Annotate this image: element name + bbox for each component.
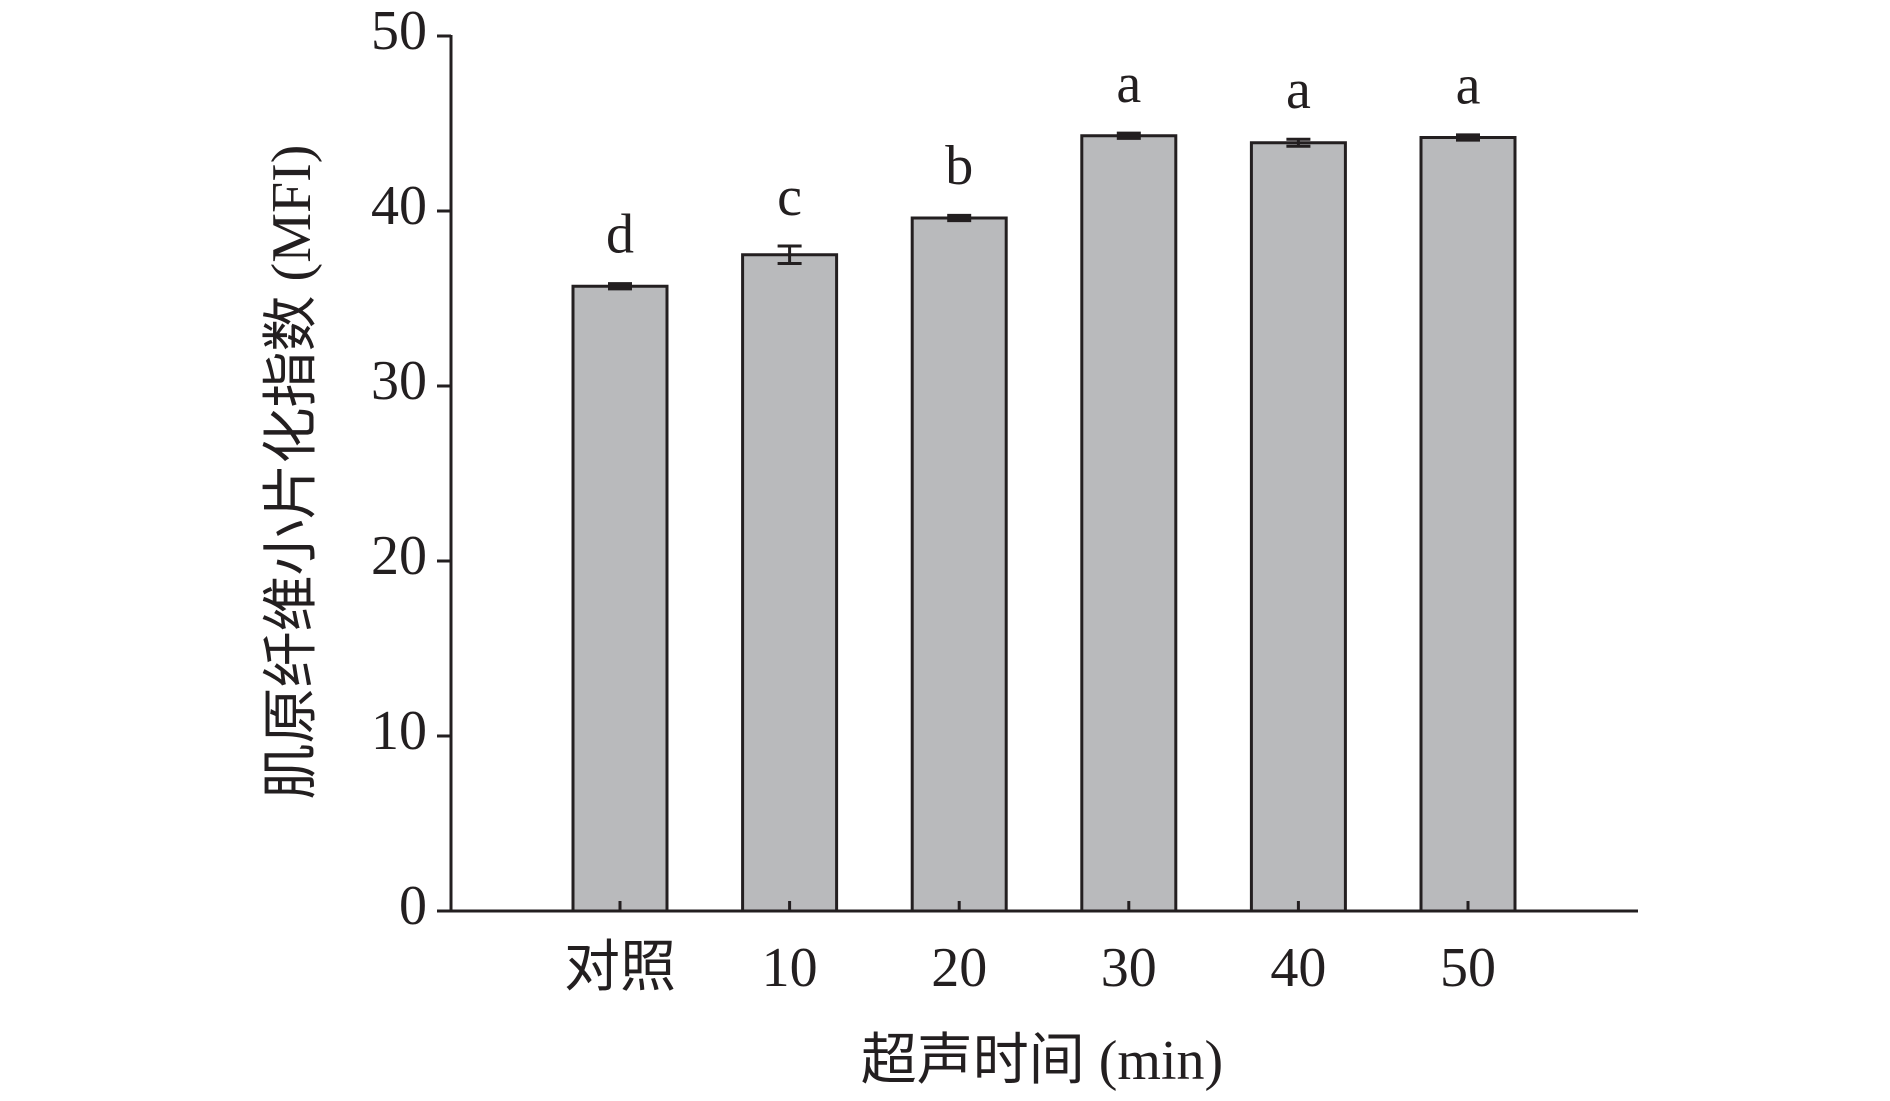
- y-tick-label: 20: [371, 525, 427, 587]
- x-tick-label: 对照: [564, 937, 676, 999]
- significance-label: c: [777, 166, 802, 228]
- x-axis-label: 超声时间 (min): [861, 1030, 1223, 1092]
- bar: [741, 253, 839, 913]
- y-axis-label: 肌原纤维小片化指数 (MFI): [261, 145, 323, 800]
- significance-label: a: [1116, 53, 1141, 115]
- y-tick-label: 30: [371, 350, 427, 412]
- y-tick-label: 10: [371, 700, 427, 762]
- bar: [1249, 141, 1347, 913]
- bar: [571, 284, 669, 913]
- x-tick-label: 10: [762, 937, 818, 999]
- y-tick-label: 50: [371, 0, 427, 62]
- significance-label: a: [1456, 55, 1481, 117]
- significance-label: b: [945, 135, 973, 197]
- significance-label: a: [1286, 59, 1311, 121]
- x-tick-label: 50: [1440, 937, 1496, 999]
- bar: [910, 216, 1008, 913]
- x-tick-label: 30: [1101, 937, 1157, 999]
- bar: [1419, 136, 1517, 913]
- significance-label: d: [606, 203, 634, 265]
- x-tick-label: 20: [931, 937, 987, 999]
- y-tick-label: 40: [371, 175, 427, 237]
- y-tick-label: 0: [399, 875, 427, 937]
- bar: [1080, 134, 1178, 913]
- x-tick-label: 40: [1270, 937, 1326, 999]
